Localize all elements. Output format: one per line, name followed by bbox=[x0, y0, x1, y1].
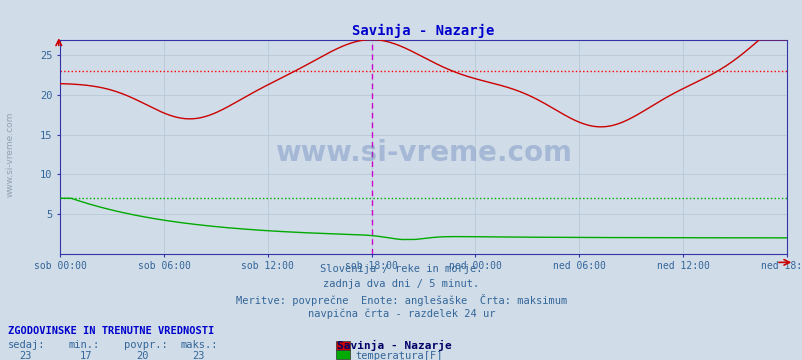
Text: Slovenija / reke in morje.: Slovenija / reke in morje. bbox=[320, 264, 482, 274]
Title: Savinja - Nazarje: Savinja - Nazarje bbox=[352, 24, 494, 39]
Text: 23: 23 bbox=[192, 351, 205, 360]
Text: Savinja - Nazarje: Savinja - Nazarje bbox=[337, 340, 452, 351]
Text: ZGODOVINSKE IN TRENUTNE VREDNOSTI: ZGODOVINSKE IN TRENUTNE VREDNOSTI bbox=[8, 326, 214, 336]
Text: min.:: min.: bbox=[68, 340, 99, 350]
Text: 17: 17 bbox=[79, 351, 92, 360]
Text: sedaj:: sedaj: bbox=[8, 340, 46, 350]
Text: 23: 23 bbox=[19, 351, 32, 360]
Text: navpična črta - razdelek 24 ur: navpična črta - razdelek 24 ur bbox=[307, 309, 495, 319]
Text: 20: 20 bbox=[136, 351, 148, 360]
Text: www.si-vreme.com: www.si-vreme.com bbox=[275, 139, 571, 167]
Text: povpr.:: povpr.: bbox=[124, 340, 168, 350]
Text: Meritve: povprečne  Enote: anglešaške  Črta: maksimum: Meritve: povprečne Enote: anglešaške Črt… bbox=[236, 294, 566, 306]
Text: zadnja dva dni / 5 minut.: zadnja dva dni / 5 minut. bbox=[323, 279, 479, 289]
Text: maks.:: maks.: bbox=[180, 340, 218, 350]
Text: temperatura[F]: temperatura[F] bbox=[354, 351, 442, 360]
Text: www.si-vreme.com: www.si-vreme.com bbox=[5, 112, 14, 198]
